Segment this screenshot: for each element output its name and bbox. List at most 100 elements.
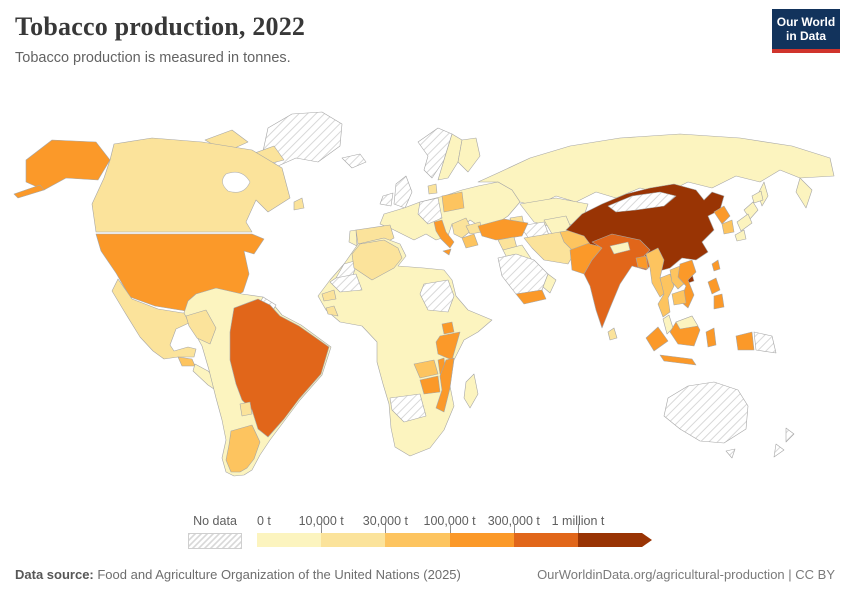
map-legend: No data 0 t 10,000 t 30,000 t 100,000 t 300,… (188, 514, 678, 550)
data-source-note: Data source: Food and Agriculture Organi… (15, 567, 461, 582)
legend-segment-6[interactable] (577, 533, 643, 547)
country-mozambique[interactable] (435, 357, 455, 413)
country-zimbabwe[interactable] (419, 375, 441, 395)
country-algeria[interactable] (351, 239, 403, 281)
country-guatemala[interactable] (177, 356, 196, 367)
country-italy[interactable] (433, 219, 455, 249)
country-italy-sicily[interactable] (442, 248, 452, 256)
country-philippines-luzon[interactable] (707, 277, 721, 295)
legend-tick-label: 100,000 t (423, 514, 476, 528)
chart-subtitle: Tobacco production is measured in tonnes… (15, 50, 291, 66)
country-peru[interactable] (185, 309, 217, 345)
data-source-text: Food and Agriculture Organization of the… (93, 567, 461, 582)
country-iceland[interactable] (341, 153, 367, 169)
country-bangladesh[interactable] (635, 255, 649, 270)
country-saudi-arabia[interactable] (497, 253, 549, 295)
country-russia-kamchatka[interactable] (795, 177, 813, 209)
country-papua-new-guinea[interactable] (753, 331, 777, 354)
legend-no-data-swatch[interactable] (188, 533, 242, 549)
country-south-korea[interactable] (721, 219, 735, 235)
legend-tick (321, 524, 323, 533)
country-north-korea[interactable] (713, 205, 731, 225)
country-uganda[interactable] (441, 321, 455, 335)
country-japan-honshu-s[interactable] (736, 213, 753, 232)
country-zambia[interactable] (413, 359, 439, 379)
country-indonesia-papua[interactable] (735, 331, 755, 351)
country-new-zealand-north[interactable] (785, 427, 795, 443)
country-canada-newfoundland[interactable] (293, 197, 305, 211)
country-germany[interactable] (417, 197, 443, 225)
owid-logo-line1: Our World (776, 15, 836, 29)
country-canada[interactable] (91, 137, 291, 233)
country-australia-tasmania[interactable] (725, 448, 736, 459)
chart-footer: Data source: Food and Agriculture Organi… (15, 567, 835, 582)
country-senegal[interactable] (321, 289, 337, 302)
legend-color-bar (257, 533, 653, 547)
legend-arrow (642, 533, 653, 547)
country-brazil[interactable] (229, 298, 330, 438)
legend-tick-label: 30,000 t (362, 514, 408, 528)
country-mongolia[interactable] (607, 191, 677, 213)
country-mexico[interactable] (111, 278, 197, 360)
country-cambodia[interactable] (671, 289, 687, 306)
country-greenland[interactable] (261, 111, 343, 167)
legend-tick-label: 1 million t (551, 514, 605, 528)
country-finland[interactable] (457, 137, 481, 173)
region-namibia-botswana[interactable] (389, 393, 427, 423)
country-malaysia-borneo[interactable] (675, 315, 699, 330)
country-india[interactable] (583, 233, 655, 329)
legend-tick (385, 524, 387, 533)
country-yemen[interactable] (515, 289, 547, 305)
legend-tick-label: 10,000 t (298, 514, 344, 528)
country-ireland[interactable] (379, 192, 394, 207)
country-united-states-alaska[interactable] (25, 139, 111, 191)
country-united-kingdom[interactable] (393, 175, 413, 209)
country-philippines-mindanao[interactable] (713, 293, 725, 310)
legend-tick (578, 524, 579, 533)
legend-tick-label: 300,000 t (487, 514, 540, 528)
country-sudan[interactable] (419, 279, 455, 313)
country-nepal[interactable] (609, 241, 631, 255)
legend-segment-2[interactable] (321, 533, 386, 547)
country-taiwan[interactable] (711, 259, 721, 272)
legend-segment-3[interactable] (385, 533, 450, 547)
chart-header: Tobacco production, 2022 Tobacco product… (15, 12, 305, 66)
world-map-container (0, 98, 850, 503)
legend-segment-5[interactable] (513, 533, 578, 547)
legend-no-data-label: No data (193, 514, 237, 528)
legend-segment-4[interactable] (449, 533, 514, 547)
country-japan-kyushu[interactable] (734, 229, 747, 242)
country-sri-lanka[interactable] (607, 327, 618, 341)
chart-title: Tobacco production, 2022 (15, 12, 306, 41)
country-tanzania[interactable] (435, 331, 461, 361)
country-argentina[interactable] (225, 424, 261, 473)
owid-logo-line2: in Data (785, 29, 826, 43)
footer-link[interactable]: OurWorldinData.org/agricultural-producti… (537, 567, 835, 582)
country-poland[interactable] (441, 191, 465, 213)
country-greece[interactable] (461, 233, 479, 249)
legend-tick (513, 524, 515, 533)
country-portugal[interactable] (348, 229, 358, 247)
region-balkans[interactable] (451, 217, 473, 239)
world-map (13, 111, 835, 477)
country-japan-hokkaido[interactable] (751, 190, 764, 204)
legend-segment-1[interactable] (257, 533, 322, 547)
country-new-zealand-south[interactable] (773, 443, 785, 458)
country-sierra-leone[interactable] (325, 305, 339, 317)
country-indonesia-java[interactable] (659, 354, 697, 366)
country-paraguay[interactable] (239, 401, 253, 417)
country-united-states-aleutians[interactable] (13, 184, 45, 199)
country-indonesia-sulawesi[interactable] (705, 327, 717, 348)
owid-logo[interactable]: Our World in Data (772, 9, 840, 53)
country-oman[interactable] (542, 273, 557, 294)
country-australia[interactable] (663, 381, 749, 444)
country-indonesia-sumatra[interactable] (645, 326, 669, 352)
country-denmark[interactable] (427, 183, 438, 195)
country-turkey[interactable] (477, 218, 529, 241)
country-norway[interactable] (417, 127, 453, 179)
legend-tick (449, 524, 451, 533)
legend-tick-label: 0 t (257, 514, 271, 528)
country-madagascar[interactable] (463, 373, 479, 409)
country-mauritania[interactable] (329, 273, 363, 293)
data-source-label: Data source: (15, 567, 94, 582)
